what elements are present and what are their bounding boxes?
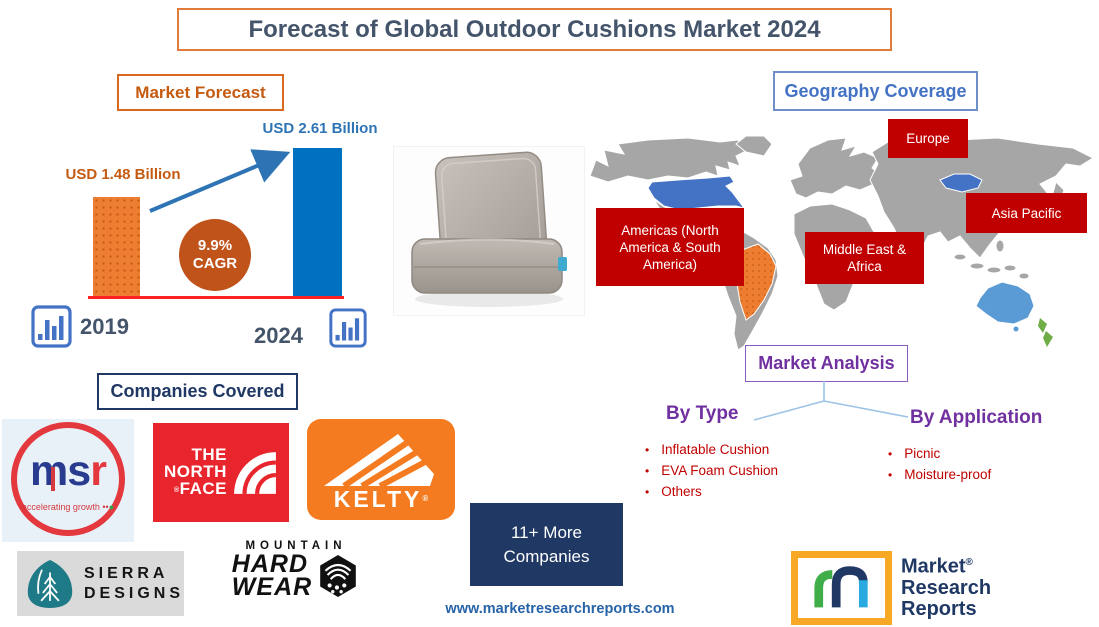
map-usa-highlight [647,175,746,211]
bullet-icon: • [645,485,650,499]
bar-chart-icon [31,305,72,348]
map-north-america [589,137,749,183]
map-australia-highlight [975,281,1035,333]
website-link[interactable]: www.marketresearchreports.com [445,601,675,617]
page-title: Forecast of Global Outdoor Cushions Mark… [177,8,892,51]
region-label-asia-pacific: Asia Pacific [966,193,1087,233]
mountain-hardwear-wordmark: HARD WEAR [231,550,313,601]
year-end-label: 2024 [254,323,303,348]
sierra-shield-icon [27,559,73,608]
map-europe [789,137,883,199]
cagr-value: 9.9% [197,237,233,254]
mountain-hardwear-top-word: MOUNTAIN [245,540,347,552]
mrr-m-icon [813,566,868,608]
list-item: • Others [645,484,702,500]
msr-logo: msr accelerating growth ••● [2,419,134,542]
year-start-label: 2019 [80,314,129,339]
region-label-europe: Europe [888,119,968,158]
bar-2019 [93,197,140,296]
companies-covered-heading: Companies Covered [97,373,298,410]
by-application-list: • Picnic • Moisture-proof [888,446,1058,483]
msr-tagline: accelerating growth ••● [21,502,115,512]
kelty-mountain-icon [324,434,434,488]
more-companies-badge: 11+ More Companies [470,503,623,586]
list-item: • EVA Foam Cushion [645,463,779,479]
by-application-heading: By Application [910,407,1043,428]
sierra-designs-logo: SIERRA DESIGNS [17,551,184,616]
value-2024-label: USD 2.61 Billion [262,120,378,137]
kelty-logo: KELTY® [307,419,455,520]
bullet-icon: • [645,443,650,457]
market-analysis-heading: Market Analysis [745,345,908,382]
map-mongolia-highlight [939,173,983,193]
north-face-wordmark: THE NORTH ®FACE [164,445,227,498]
cagr-badge: 9.9% CAGR [179,219,251,291]
north-face-logo: THE NORTH ®FACE [153,423,289,522]
msr-red-stroke [51,467,55,491]
kelty-wordmark: KELTY® [333,486,429,512]
bullet-icon: • [645,464,650,478]
by-type-heading: By Type [666,403,739,424]
list-item: • Picnic [888,446,941,462]
geography-coverage-heading: Geography Coverage [773,71,978,111]
hardwear-nut-icon [320,555,356,597]
bar-2024 [293,148,342,296]
bullet-icon: • [888,447,893,461]
market-research-reports-logo [791,551,892,625]
market-forecast-heading: Market Forecast [117,74,284,111]
outdoor-cushion-product-image [393,146,585,316]
map-new-zealand-highlight [1038,318,1053,347]
region-label-americas: Americas (North America & South America) [596,208,744,286]
cagr-caption: CAGR [192,255,238,272]
bar-chart-icon [329,308,367,348]
list-item: • Moisture-proof [888,467,992,483]
value-2019-label: USD 1.48 Billion [65,166,181,183]
bullet-icon: • [888,468,893,482]
mountain-hardwear-logo: MOUNTAIN HARD WEAR [221,538,371,624]
msr-wordmark: msr [30,447,107,495]
msr-ring-icon [11,422,125,536]
by-type-list: • Inflatable Cushion • EVA Foam Cushion • O… [645,442,825,500]
half-dome-icon [234,451,277,494]
list-item: • Inflatable Cushion [645,442,770,458]
chart-baseline [88,296,344,299]
map-greenland [735,136,773,157]
branch-connector-lines [753,381,909,421]
region-label-middle-east-africa: Middle East & Africa [805,232,924,284]
mrr-wordmark: Market® Research Reports [901,555,992,620]
growth-arrow-icon [149,149,291,213]
sierra-designs-wordmark: SIERRA DESIGNS [83,564,184,602]
